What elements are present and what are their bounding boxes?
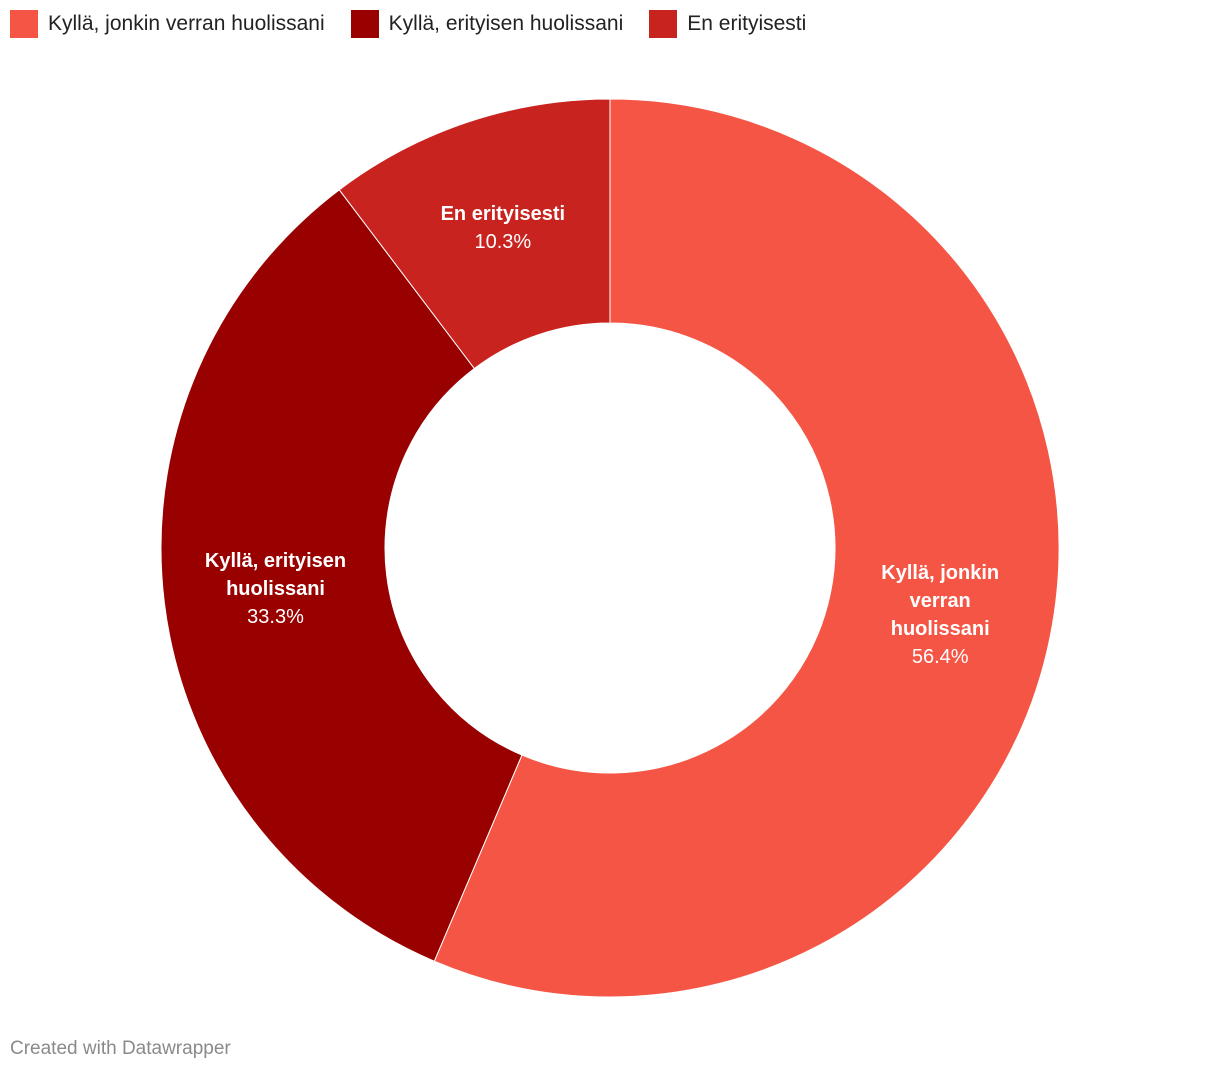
slice-label-name: Kyllä, erityisen huolissani bbox=[204, 550, 347, 601]
legend-swatch bbox=[649, 10, 678, 38]
slice bbox=[160, 189, 523, 962]
legend-label: En erityisesti bbox=[687, 12, 807, 35]
slice-label: Kyllä, erityisen huolissani 33.3% bbox=[205, 547, 347, 631]
legend-label: Kyllä, erityisen huolissani bbox=[388, 12, 624, 35]
legend: Kyllä, jonkin verran huolissani Kyllä, er… bbox=[10, 10, 806, 38]
legend-item: Kyllä, jonkin verran huolissani bbox=[10, 10, 325, 38]
slice-label: Kyllä, jonkin verran huolissani 56.4% bbox=[869, 559, 1011, 671]
legend-label: Kyllä, jonkin verran huolissani bbox=[48, 12, 325, 35]
legend-swatch bbox=[10, 10, 38, 38]
slice bbox=[433, 98, 1060, 998]
legend-item: Kyllä, erityisen huolissani bbox=[350, 10, 624, 38]
credit: Created with Datawrapper bbox=[10, 1038, 231, 1059]
slice-label: En erityisesti 10.3% bbox=[432, 200, 574, 256]
slice-label-value: 56.4% bbox=[911, 646, 969, 669]
slice bbox=[338, 98, 611, 370]
legend-swatch bbox=[350, 10, 379, 38]
slice-label-value: 33.3% bbox=[247, 606, 304, 629]
slice-label-name: En erityisesti bbox=[440, 203, 566, 226]
slice-label-value: 10.3% bbox=[474, 231, 532, 254]
legend-item: En erityisesti bbox=[649, 10, 806, 38]
slice-label-name: Kyllä, jonkin verran huolissani bbox=[881, 562, 1000, 641]
